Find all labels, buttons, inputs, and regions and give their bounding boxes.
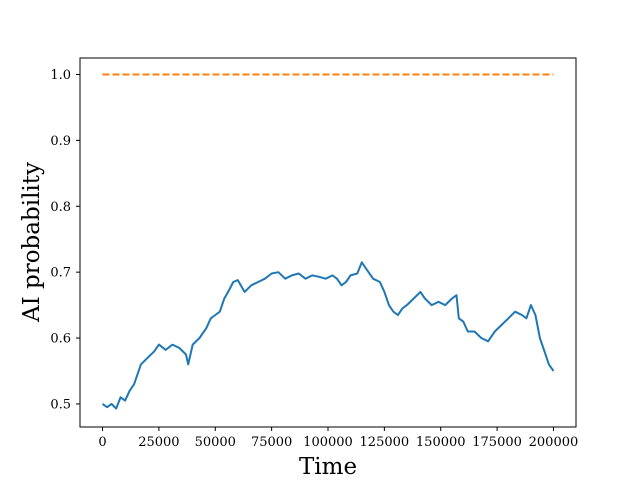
y-tick-label: 0.5	[50, 397, 71, 412]
y-tick-label: 0.8	[50, 200, 71, 215]
axis-ticks: 0 25000 50000 75000 100000 125000 150000 175000…	[50, 68, 578, 450]
x-tick-label: 100000	[303, 435, 353, 450]
x-tick-label: 25000	[138, 435, 179, 450]
y-axis-title: AI probability	[19, 162, 45, 323]
x-tick-label: 175000	[472, 435, 522, 450]
x-tick-label: 125000	[360, 435, 410, 450]
plot-area	[101, 73, 555, 410]
y-tick-label: 1.0	[50, 68, 71, 83]
x-axis-title: Time	[299, 454, 357, 480]
axes-frame	[79, 57, 577, 428]
y-tick-label: 0.9	[50, 134, 71, 149]
x-tick-label: 150000	[416, 435, 466, 450]
x-tick-label: 200000	[529, 435, 579, 450]
series-line-0	[101, 261, 555, 410]
x-tick-label: 50000	[195, 435, 236, 450]
x-tick-label: 75000	[251, 435, 292, 450]
y-tick-label: 0.6	[50, 332, 71, 347]
x-tick-label: 0	[98, 435, 106, 450]
y-tick-label: 0.7	[50, 266, 71, 281]
